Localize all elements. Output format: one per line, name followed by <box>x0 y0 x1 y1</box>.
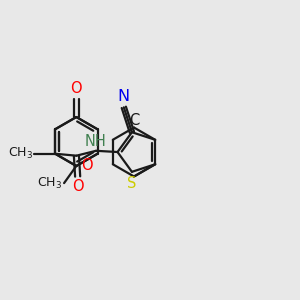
Text: C: C <box>130 112 140 128</box>
Text: CH$_3$: CH$_3$ <box>8 146 33 161</box>
Text: S: S <box>127 176 136 191</box>
Text: CH$_3$: CH$_3$ <box>37 176 62 191</box>
Text: NH: NH <box>85 134 107 149</box>
Text: O: O <box>81 158 92 173</box>
Text: O: O <box>72 179 83 194</box>
Text: N: N <box>118 89 130 104</box>
Text: O: O <box>70 81 82 96</box>
